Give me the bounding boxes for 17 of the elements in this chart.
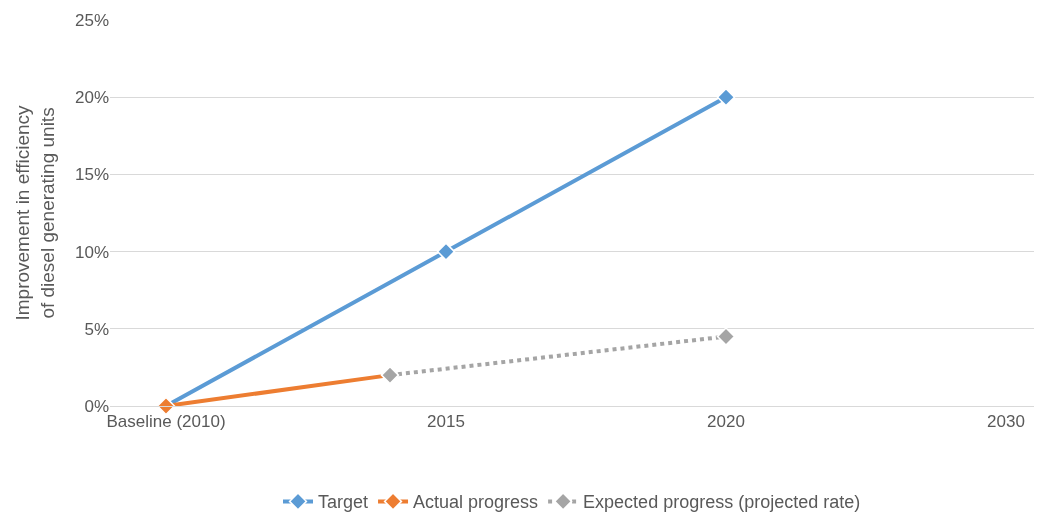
- y-tick-label: 5%: [84, 319, 109, 339]
- x-tick-label: 2015: [427, 412, 465, 432]
- legend-label: Expected progress (projected rate): [583, 492, 861, 513]
- y-tick-label: 20%: [74, 88, 109, 108]
- point: [716, 327, 736, 346]
- legend-label: Actual progress: [413, 492, 539, 513]
- y-tick-label: 0%: [84, 396, 109, 416]
- y-tick-label: 15%: [74, 165, 109, 185]
- legend-label: Target: [318, 492, 369, 513]
- x-tick-label: 2020: [707, 412, 745, 432]
- x-tick-label: 2030: [987, 412, 1025, 432]
- point: [436, 242, 456, 261]
- point: [716, 88, 736, 107]
- y-tick-label: 25%: [74, 10, 109, 30]
- y-axis-title: Improvement in efficiency of diesel generating units: [12, 104, 58, 321]
- x-tick-label: Baseline (2010): [106, 412, 226, 432]
- y-tick-label: 10%: [74, 242, 109, 262]
